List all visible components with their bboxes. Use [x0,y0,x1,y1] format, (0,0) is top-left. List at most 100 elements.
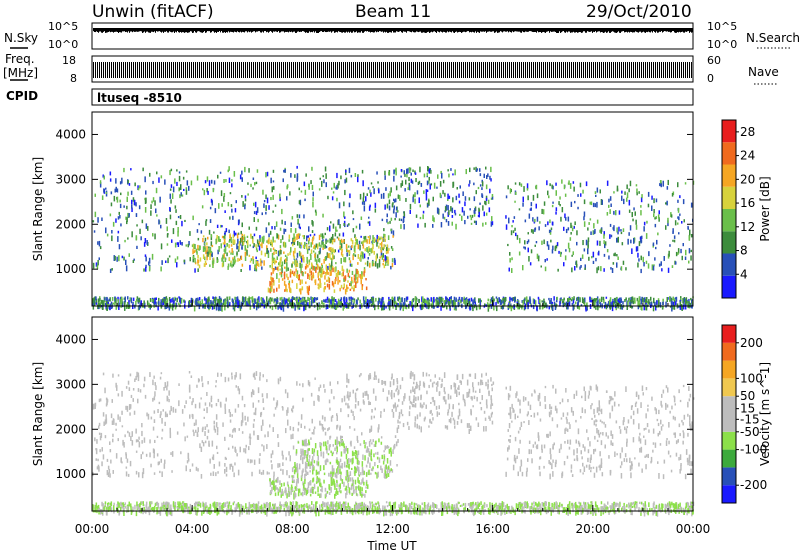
nsky-bar [635,28,636,32]
freq-bar [687,62,688,78]
echo-cell [320,423,322,426]
echo-cell [176,300,178,303]
echo-cell [221,225,223,228]
nsky-bar [432,28,433,33]
echo-cell [332,444,334,447]
nsky-bar [586,28,587,33]
echo-cell [293,272,295,276]
echo-cell [549,231,552,235]
echo-cell [276,256,278,260]
freq-bar [93,62,94,78]
echo-cell [168,305,171,311]
echo-cell [177,231,179,237]
echo-cell [508,217,510,224]
nsky-bar [346,28,347,32]
echo-cell [183,188,185,191]
echo-cell [405,179,407,185]
echo-cell [115,178,117,184]
echo-cell [507,185,509,190]
nsky-bar [494,28,495,33]
echo-cell [284,254,287,257]
echo-cell [596,301,598,307]
echo-cell [216,427,219,433]
echo-cell [255,305,258,311]
echo-cell [380,193,383,199]
echo-cell [297,240,299,246]
echo-cell [534,228,536,232]
echo-cell [109,303,111,307]
echo-cell [135,450,138,453]
echo-cell [384,204,386,210]
echo-cell [312,191,314,197]
echo-cell [620,229,622,232]
echo-cell [128,213,130,217]
echo-cell [344,189,346,196]
nsky-bar [606,28,607,33]
echo-cell [549,183,551,187]
echo-cell [239,237,242,244]
echo-cell [391,409,394,413]
echo-cell [164,297,166,300]
nsky-bar [189,28,190,33]
echo-cell [375,375,377,380]
echo-cell [228,244,230,249]
nsky-bar [298,28,299,32]
echo-cell [204,402,207,406]
echo-cell [202,237,204,243]
echo-cell [685,300,687,305]
echo-cell [354,274,357,281]
echo-cell [376,253,378,259]
freq-bar [225,62,226,78]
echo-cell [511,268,513,273]
echo-cell [260,261,262,267]
echo-cell [376,263,379,269]
echo-cell [571,302,574,306]
echo-cell [117,216,120,220]
nsky-bar [186,28,187,33]
echo-cell [426,172,428,177]
echo-cell [215,403,218,407]
echo-cell [211,252,213,258]
echo-cell [197,378,200,383]
echo-cell [322,245,324,250]
echo-cell [673,304,676,310]
nsky-bar [269,28,270,32]
freq-bar [417,62,418,78]
echo-cell [555,244,558,249]
nsky-bar [521,28,522,33]
echo-cell [93,230,96,233]
echo-cell [437,301,440,307]
echo-cell [447,205,449,211]
echo-cell [440,222,443,228]
nsky-bar [203,28,204,33]
nsky-bar [397,28,398,32]
echo-cell [231,414,233,417]
nsky-bar [168,28,169,33]
echo-cell [386,213,388,218]
echo-cell [518,208,521,211]
echo-cell [690,297,692,301]
echo-cell [101,447,103,452]
freq-bar [685,62,686,78]
echo-cell [114,255,116,261]
freq-bar [345,62,346,78]
echo-cell [388,299,391,303]
nsky-bar [374,28,375,33]
echo-cell [682,199,685,205]
echo-cell [631,305,633,309]
freq-bar [561,62,562,78]
echo-cell [357,244,360,250]
echo-cell [382,238,384,242]
nsky-bar [623,28,624,32]
echo-cell [209,206,212,210]
echo-cell [394,435,397,438]
freq-bar [445,62,446,78]
echo-cell [454,169,456,176]
echo-cell [626,300,628,307]
nsky-bar [409,28,410,32]
echo-cell [244,245,246,251]
echo-cell [229,433,231,437]
echo-cell [364,300,366,304]
echo-cell [134,182,136,187]
echo-cell [617,231,619,235]
